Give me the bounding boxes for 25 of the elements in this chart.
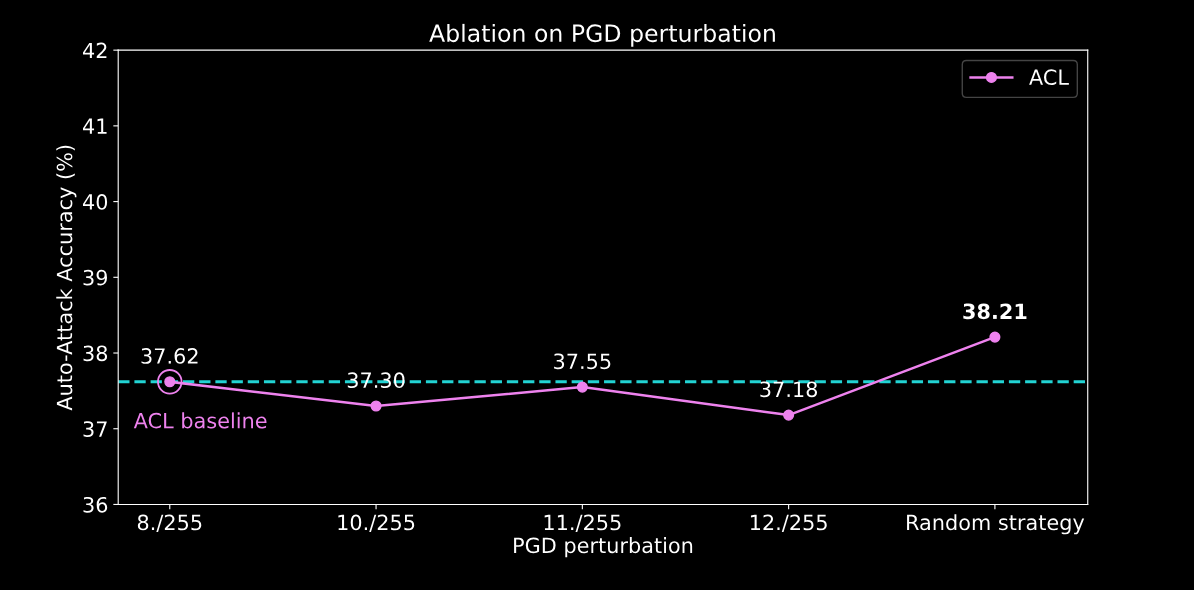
y-axis-title: Auto-Attack Accuracy (%) xyxy=(56,145,77,411)
data-label: 37.55 xyxy=(554,353,611,370)
chart-title: Ablation on PGD perturbation xyxy=(429,23,775,47)
x-axis-title: PGD perturbation xyxy=(514,537,693,558)
x-tick-label: 11./255 xyxy=(544,514,621,532)
point xyxy=(370,400,382,412)
legend-label: ACL xyxy=(1029,69,1069,86)
x-tick-label: 8./255 xyxy=(137,514,202,532)
annotation: ACL baseline xyxy=(133,412,267,429)
point xyxy=(783,409,795,421)
data-label: 37.18 xyxy=(760,381,818,398)
y-tick-label: 39 xyxy=(83,269,108,286)
point xyxy=(576,381,588,393)
data-label: 38.21 xyxy=(963,303,1027,320)
y-tick-label: 38 xyxy=(83,345,108,362)
data-label: 37.62 xyxy=(141,348,198,364)
x-tick-label: 12./255 xyxy=(750,514,827,532)
point xyxy=(989,331,1001,343)
y-tick-label: 40 xyxy=(82,194,108,210)
x-tick-label: 10./255 xyxy=(338,514,415,532)
y-tick-label: 41 xyxy=(82,118,107,134)
y-tick-label: 37 xyxy=(83,421,107,437)
y-tick-label: 42 xyxy=(82,42,107,59)
y-tick-label: 36 xyxy=(83,496,108,513)
x-tick-label: Random strategy xyxy=(907,514,1085,535)
